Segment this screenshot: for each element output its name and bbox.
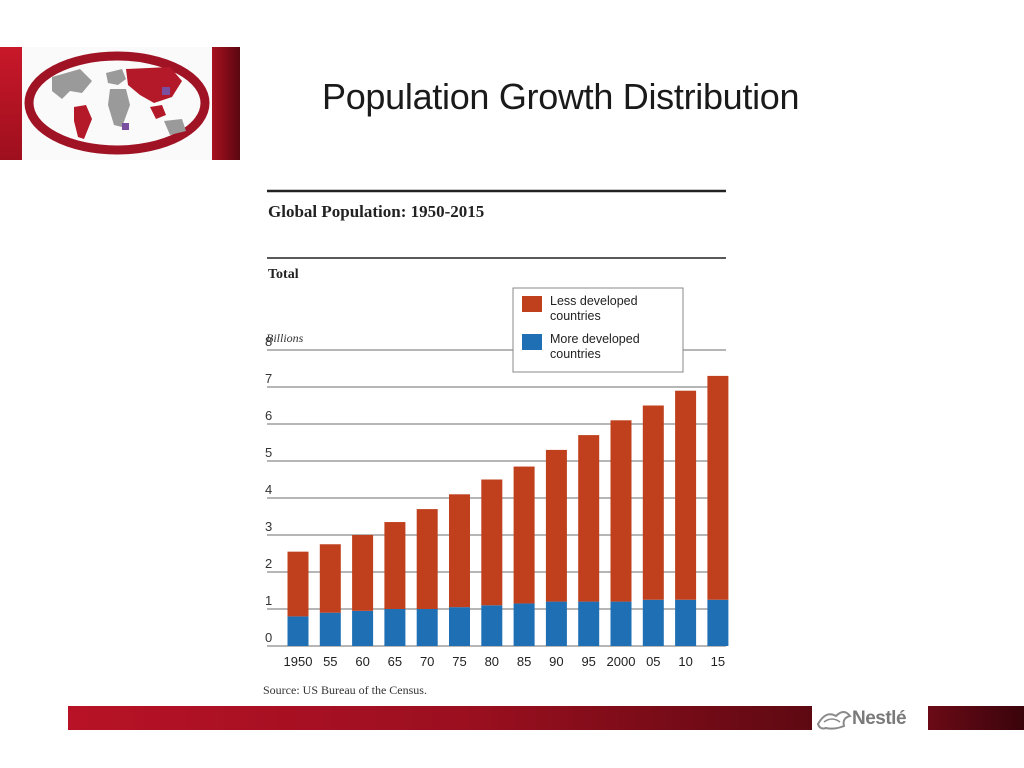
bar-more-developed	[675, 599, 697, 646]
y-tick-label: 4	[265, 482, 272, 497]
chart-source: Source: US Bureau of the Census.	[263, 683, 427, 697]
y-tick-label: 7	[265, 371, 272, 386]
x-tick-label: 55	[323, 654, 337, 669]
x-tick-label: 70	[420, 654, 434, 669]
x-tick-label: 15	[711, 654, 725, 669]
x-tick-label: 10	[678, 654, 692, 669]
bar-more-developed	[481, 605, 503, 646]
bar-less-developed	[675, 390, 697, 600]
logo-band-left	[0, 47, 22, 160]
bar-less-developed	[610, 420, 632, 602]
x-tick-label: 85	[517, 654, 531, 669]
bar-more-developed	[352, 610, 374, 646]
chart-subtitle: Total	[268, 267, 299, 282]
bar-more-developed	[319, 612, 341, 646]
x-tick-label: 75	[452, 654, 466, 669]
bar-less-developed	[513, 466, 535, 604]
chart-svg: Global Population: 1950-2015 Total Billi…	[263, 189, 729, 697]
bar-less-developed	[545, 449, 567, 602]
bar-less-developed	[287, 551, 309, 617]
chart-legend: Less developed countries More developed …	[512, 287, 684, 373]
y-tick-label: 5	[265, 445, 272, 460]
footer-band-right	[928, 706, 1024, 730]
bar-more-developed	[642, 599, 664, 646]
logo-panel	[22, 47, 212, 160]
y-tick-label: 8	[265, 334, 272, 349]
x-tick-label: 2000	[607, 654, 636, 669]
bar-more-developed	[545, 601, 567, 646]
bar-more-developed	[287, 616, 309, 646]
y-tick-label: 6	[265, 408, 272, 423]
world-map-icon	[24, 51, 210, 155]
x-tick-label: 60	[355, 654, 369, 669]
bar-more-developed	[707, 599, 729, 646]
logo-band-right	[212, 47, 240, 160]
x-tick-labels: 1950 55 60 65 70 75 80 85 90 95 2000 05 10 15	[284, 654, 726, 669]
brand-name: Nestlé	[852, 708, 907, 729]
page-title: Population Growth Distribution	[322, 76, 800, 117]
legend-label-less-developed: Less developed countries	[550, 294, 641, 323]
x-tick-label: 95	[581, 654, 595, 669]
x-tick-label: 90	[549, 654, 563, 669]
bar-less-developed	[449, 494, 470, 608]
x-tick-label: 05	[646, 654, 660, 669]
nest-bird-icon	[816, 711, 852, 730]
bar-less-developed	[319, 544, 341, 613]
y-axis-label: Billions	[266, 331, 304, 345]
bar-more-developed	[513, 603, 535, 646]
y-tick-labels: 0 1 2 3 4 5 6 7 8	[265, 334, 272, 645]
bars	[287, 375, 729, 646]
map-logo	[0, 47, 240, 160]
y-tick-label: 1	[265, 593, 272, 608]
bar-more-developed	[416, 609, 438, 646]
y-tick-label: 3	[265, 519, 272, 534]
x-tick-label: 80	[485, 654, 499, 669]
legend-label-more-developed: More developed countries	[550, 332, 643, 361]
x-tick-label: 65	[388, 654, 402, 669]
bar-less-developed	[707, 375, 729, 600]
bar-less-developed	[642, 405, 664, 600]
bar-less-developed	[578, 435, 600, 602]
legend-swatch-more-developed	[522, 334, 542, 350]
legend-box	[512, 287, 684, 373]
bar-less-developed	[384, 522, 406, 609]
legend-swatch-less-developed	[522, 296, 542, 312]
bar-less-developed	[416, 509, 438, 609]
bar-less-developed	[481, 479, 503, 606]
bar-more-developed	[449, 607, 470, 646]
bar-less-developed	[352, 535, 374, 611]
bar-more-developed	[578, 601, 600, 646]
bar-more-developed	[610, 601, 632, 646]
footer-band	[68, 706, 812, 730]
population-chart: Global Population: 1950-2015 Total Billi…	[255, 180, 735, 700]
y-tick-label: 2	[265, 556, 272, 571]
chart-title: Global Population: 1950-2015	[268, 202, 484, 221]
x-tick-label: 1950	[284, 654, 313, 669]
brand-logo	[814, 704, 926, 734]
y-tick-label: 0	[265, 630, 272, 645]
bar-more-developed	[384, 609, 406, 646]
